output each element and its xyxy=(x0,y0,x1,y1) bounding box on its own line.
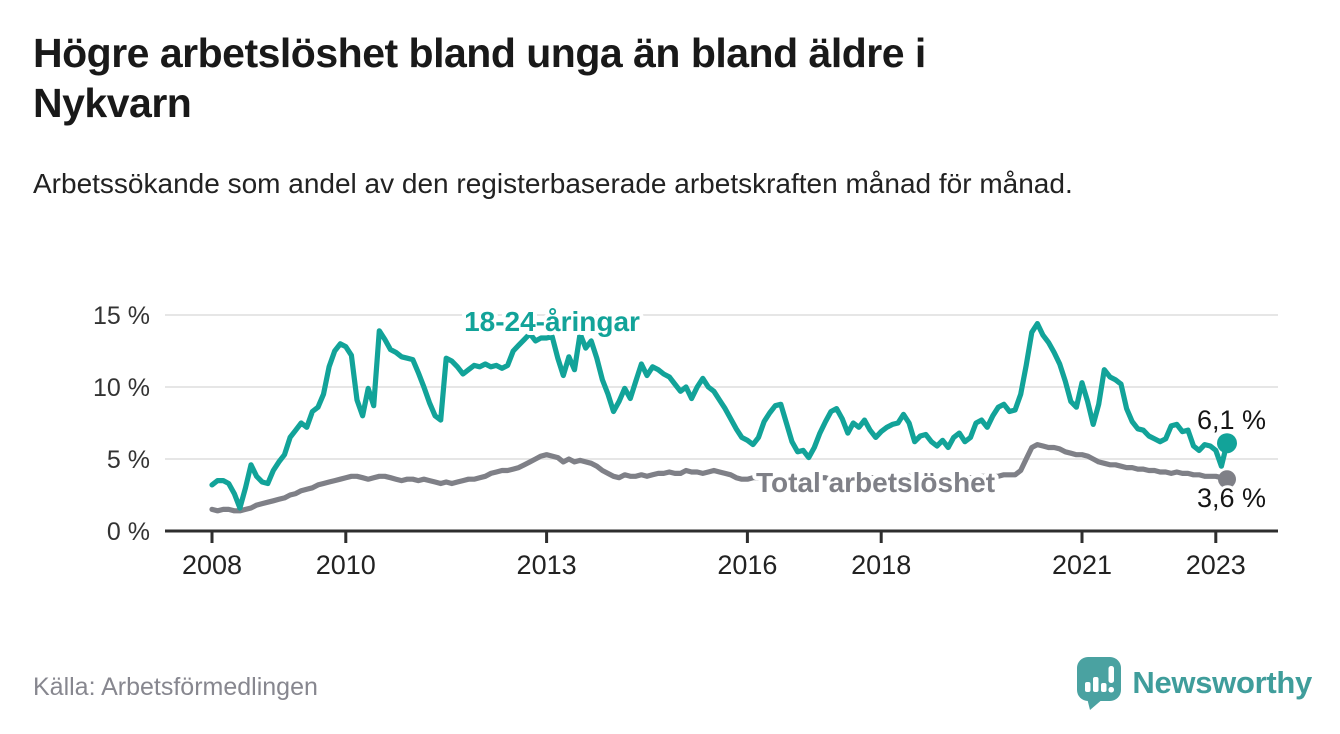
youth-end-value: 6,1 % xyxy=(1197,405,1266,435)
y-tick-label-0: 0 % xyxy=(107,518,150,546)
x-tick-label: 2018 xyxy=(851,550,911,580)
x-axis-ticks: 2008 2010 2013 2016 2018 2021 2023 xyxy=(182,531,1246,580)
source-note: Källa: Arbetsförmedlingen xyxy=(33,673,318,701)
youth-end-dot xyxy=(1217,433,1237,454)
page-title-line2: Nykvarn xyxy=(33,80,192,127)
x-tick-label: 2008 xyxy=(182,550,242,580)
x-tick-label: 2013 xyxy=(517,550,577,580)
x-tick-label: 2010 xyxy=(316,550,376,580)
brand-name: Newsworthy xyxy=(1132,665,1312,700)
x-tick-label: 2016 xyxy=(717,550,777,580)
total-end-dot xyxy=(1218,470,1236,489)
total-series-label: Total arbetslöshet xyxy=(756,467,995,498)
y-tick-label-5: 5 % xyxy=(107,446,150,474)
line-chart: 2008 2010 2013 2016 2018 2021 2023 0 % 5 % 10 … xyxy=(93,302,1278,580)
page-title: Högre arbetslöshet bland unga än bland ä… xyxy=(33,28,1313,128)
y-tick-label-15: 15 % xyxy=(93,302,150,330)
page-title-line1: Högre arbetslöshet bland unga än bland ä… xyxy=(33,30,926,76)
youth-unemployment-line xyxy=(209,321,1230,511)
x-tick-label: 2021 xyxy=(1052,550,1112,580)
total-end-value: 3,6 % xyxy=(1197,483,1266,513)
chart-subtitle: Arbetssökande som andel av den registerb… xyxy=(33,168,1073,199)
youth-series-label: 18-24-åringar xyxy=(464,306,640,337)
newsworthy-logo: Newsworthy xyxy=(1076,656,1312,710)
y-tick-label-10: 10 % xyxy=(93,374,150,402)
x-tick-label: 2023 xyxy=(1186,550,1246,580)
speech-bubble-chart-icon xyxy=(1077,657,1122,710)
total-unemployment-line xyxy=(209,442,1230,514)
